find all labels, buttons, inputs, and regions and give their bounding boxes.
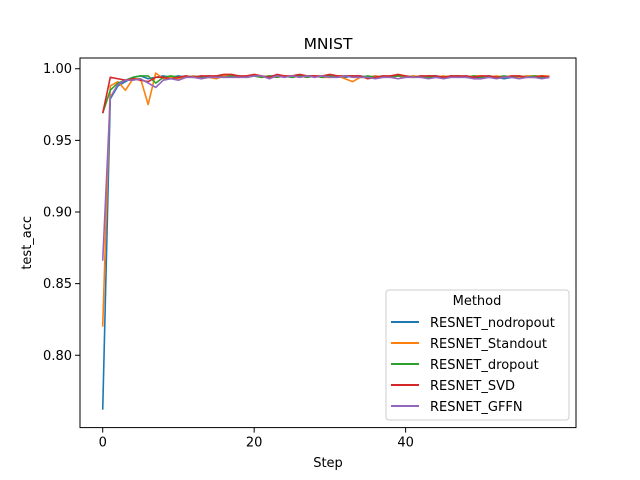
legend-item-dropout: RESNET_dropout	[391, 358, 539, 373]
legend-box	[385, 289, 570, 421]
legend-item-svd: RESNET_SVD	[391, 379, 515, 394]
y-axis-label: test_acc	[20, 216, 35, 270]
legend-label-nodropout: RESNET_nodropout	[430, 316, 555, 331]
ticks-layer: 0 20 40 0.80 0.85 0.90 0.95 1.00	[43, 62, 414, 450]
legend-item-nodropout: RESNET_nodropout	[391, 316, 555, 331]
series-line-gffn	[101, 75, 550, 261]
x-axis-label: Step	[313, 456, 343, 471]
plot-frame	[79, 57, 577, 429]
y-tick-label: 0.80	[43, 349, 72, 364]
series-line-svd	[101, 73, 550, 114]
legend-label-gffn: RESNET_GFFN	[430, 400, 523, 415]
legend-item-standout: RESNET_Standout	[391, 337, 547, 352]
legend-item-gffn: RESNET_GFFN	[391, 400, 523, 415]
legend-label-svd: RESNET_SVD	[430, 379, 515, 394]
x-tick-label: 0	[99, 436, 107, 451]
chart-title: MNIST	[304, 35, 353, 53]
x-tick-label: 20	[246, 436, 263, 451]
y-tick-label: 0.95	[43, 134, 72, 149]
legend-label-standout: RESNET_Standout	[430, 337, 547, 352]
legend: Method RESNET_nodropout RESNET_Standout …	[385, 289, 570, 421]
y-tick-label: 1.00	[43, 62, 72, 77]
legend-label-dropout: RESNET_dropout	[430, 358, 539, 373]
y-tick-label: 0.85	[43, 277, 72, 292]
series-layer	[101, 72, 550, 410]
x-tick-label: 40	[397, 436, 414, 451]
legend-title: Method	[453, 294, 502, 309]
y-tick-label: 0.90	[43, 206, 72, 221]
